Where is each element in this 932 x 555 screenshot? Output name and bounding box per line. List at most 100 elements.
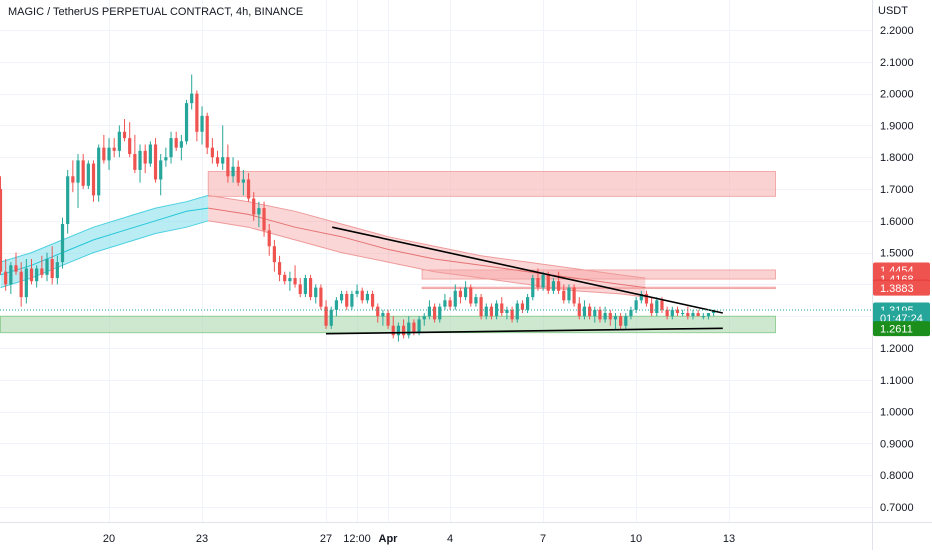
candle-body	[510, 309, 514, 320]
x-tick-label: 4	[447, 533, 453, 545]
ema-band-mid-line	[0, 207, 209, 276]
candle-body	[598, 309, 602, 320]
candle-body	[505, 309, 509, 314]
candle-body	[608, 313, 612, 320]
candle-body	[133, 154, 137, 170]
candle-body	[391, 325, 395, 336]
x-tick-label: 10	[630, 533, 642, 545]
candle-body	[97, 147, 101, 196]
ema-band-upper-line	[0, 194, 209, 263]
candle-body	[686, 313, 690, 317]
candle-body	[231, 166, 235, 177]
candle-body	[60, 223, 65, 263]
candle-body	[241, 179, 245, 183]
candle-body	[14, 265, 18, 272]
candle-body	[613, 316, 618, 320]
x-tick-label: 12:00	[343, 533, 371, 545]
candle-body	[153, 144, 158, 180]
candle-body	[293, 278, 297, 285]
candle-body	[572, 287, 576, 304]
candle-body	[164, 157, 168, 161]
resistance-zone	[207, 171, 776, 197]
candle-body	[660, 300, 664, 310]
candle-body	[195, 93, 199, 132]
candle-body	[210, 147, 214, 158]
candle-body	[272, 246, 276, 263]
resistance-zone	[421, 286, 776, 290]
y-tick-label: 1.7000	[880, 184, 914, 196]
candle-body	[588, 306, 592, 317]
y-tick-label: 0.7000	[880, 502, 914, 514]
candle-body	[463, 287, 468, 298]
candle-body	[448, 300, 452, 307]
plot-area[interactable]	[0, 0, 872, 522]
candle-body	[670, 309, 674, 317]
candle-body	[541, 274, 545, 288]
candle-body	[174, 138, 178, 148]
candle-body	[634, 300, 638, 310]
x-tick-label: 13	[723, 533, 735, 545]
candle-body	[50, 258, 54, 279]
candle-body	[551, 281, 556, 291]
candle-body	[112, 147, 116, 151]
candle-body	[252, 198, 256, 215]
trendline[interactable]	[332, 226, 723, 314]
candle-body	[200, 115, 204, 132]
candle-body	[484, 306, 488, 317]
candle-body	[298, 284, 302, 294]
candle-body	[557, 281, 561, 291]
candle-body	[675, 309, 680, 314]
candle-body	[639, 293, 643, 301]
x-tick-label: 23	[196, 533, 208, 545]
x-tick-label: 7	[540, 533, 546, 545]
candle-body	[138, 150, 142, 170]
candle-body	[567, 287, 571, 301]
candle-body	[546, 274, 550, 291]
candle-body	[283, 274, 287, 282]
candle-body	[314, 287, 318, 298]
candle-body	[494, 303, 499, 317]
candle-body	[107, 147, 111, 161]
candle-body	[619, 316, 623, 326]
candle-body	[582, 306, 587, 317]
candle-body	[329, 309, 333, 326]
y-tick-label: 2.2000	[880, 25, 914, 37]
candle-body	[159, 160, 163, 180]
candle-body	[303, 278, 307, 294]
candle-body	[122, 131, 127, 139]
candle-body	[665, 309, 669, 317]
candle-body	[35, 268, 39, 282]
trendline[interactable]	[325, 327, 723, 335]
candle-body	[143, 150, 147, 164]
candle-body	[515, 303, 519, 320]
candle-body	[650, 303, 654, 314]
candle-body	[479, 297, 483, 317]
candle-body	[469, 287, 473, 304]
candle-body	[407, 322, 411, 336]
y-tick-label: 1.1000	[880, 375, 914, 387]
candle-body	[308, 278, 313, 298]
candle-body	[71, 176, 75, 183]
candle-body	[9, 265, 13, 285]
candle-body	[262, 208, 266, 231]
candle-body	[531, 278, 535, 298]
price-label-text: 1.3883	[880, 283, 914, 295]
candle-body	[655, 300, 659, 314]
candle-body	[644, 293, 649, 304]
candle-body	[453, 290, 457, 307]
candle-body	[526, 297, 530, 310]
candle-body	[443, 300, 447, 307]
candle-body	[179, 141, 183, 148]
y-tick-label: 1.2000	[880, 343, 914, 355]
candle-body	[148, 144, 152, 164]
candle-body	[334, 300, 339, 310]
candle-body	[324, 306, 328, 326]
candle-body	[706, 313, 711, 317]
candle-body	[117, 131, 121, 151]
candle-body	[215, 157, 220, 164]
candle-body	[593, 309, 597, 317]
price-label-box	[873, 280, 930, 296]
y-tick-label: 1.6000	[880, 216, 914, 228]
